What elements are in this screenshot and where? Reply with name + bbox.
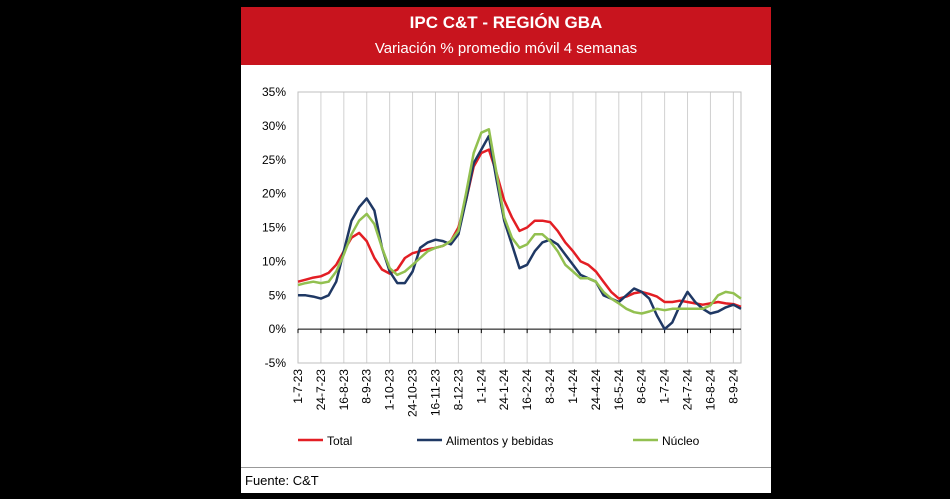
y-tick-label: 20% [262, 187, 286, 201]
y-tick-label: -5% [265, 356, 287, 370]
y-tick-label: 10% [262, 254, 286, 268]
x-tick-label: 24-1-24 [497, 369, 511, 411]
y-tick-label: 25% [262, 153, 286, 167]
x-tick-label: 1-7-23 [291, 369, 305, 404]
y-tick-label: 30% [262, 119, 286, 133]
y-tick-label: 0% [269, 322, 287, 336]
legend-label: Alimentos y bebidas [446, 434, 553, 448]
x-tick-label: 16-2-24 [520, 369, 534, 411]
x-tick-label: 1-4-24 [566, 369, 580, 404]
plot-border [297, 91, 742, 364]
x-tick-label: 24-7-24 [681, 369, 695, 411]
x-tick-label: 16-5-24 [612, 369, 626, 411]
chart-subtitle: Variación % promedio móvil 4 semanas [374, 40, 638, 57]
x-tick-label: 1-10-23 [383, 369, 397, 411]
series-line-alimentos-y-bebidas [298, 134, 742, 331]
y-tick-label: 15% [262, 221, 286, 235]
x-tick-label: 16-8-24 [703, 369, 717, 411]
legend-label: Total [327, 434, 352, 448]
line-chart: 35% 30% 25% 20% 15% 10% 5% 0% -5% 1-7-23 24-7-23 16… [262, 85, 742, 448]
x-tick-label: 16-8-23 [337, 369, 351, 411]
chart-card: IPC C&T - REGIÓN GBA Variación % promedi… [241, 7, 771, 493]
x-tick-label: 1-7-24 [658, 369, 672, 404]
footer-divider [241, 467, 771, 468]
x-tick-label: 8-3-24 [543, 369, 557, 404]
series-line-n-cleo [297, 128, 742, 315]
legend-label: Núcleo [662, 434, 700, 448]
series-line-total [297, 148, 742, 308]
x-tick-label: 8-12-23 [451, 369, 465, 411]
source-note: Fuente: C&T [245, 473, 319, 488]
x-tick-label: 8-9-24 [726, 369, 740, 404]
x-tick-label: 8-9-23 [360, 369, 374, 404]
x-tick-label: 1-1-24 [474, 369, 488, 404]
x-tick-label: 8-6-24 [635, 369, 649, 404]
y-tick-label: 5% [269, 288, 287, 302]
x-tick-label: 24-4-24 [589, 369, 603, 411]
chart-header: IPC C&T - REGIÓN GBA Variación % promedi… [241, 7, 771, 65]
x-tick-label: 24-7-23 [314, 369, 328, 411]
chart-title: IPC C&T - REGIÓN GBA [409, 13, 603, 32]
x-tick-label: 16-11-23 [428, 369, 442, 416]
x-tick-label: 24-10-23 [406, 369, 420, 417]
y-tick-label: 35% [262, 85, 286, 99]
